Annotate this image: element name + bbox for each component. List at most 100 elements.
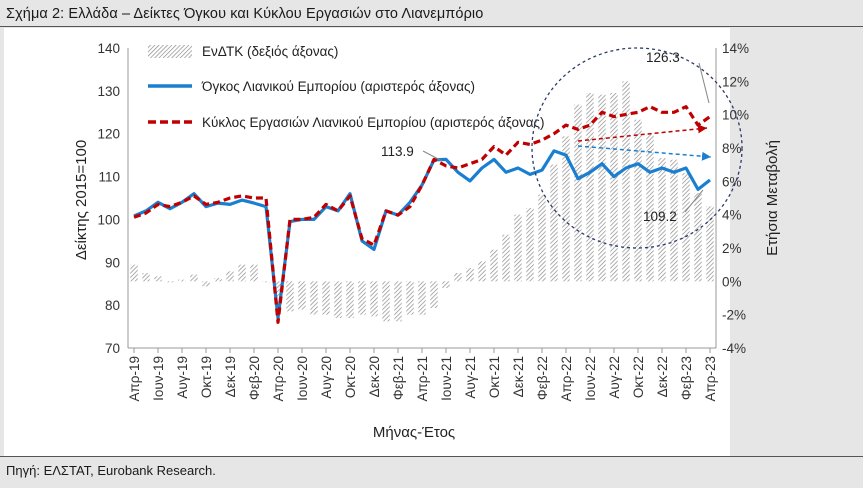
endtk-bar	[526, 208, 534, 282]
x-tick-label: Απρ-19	[127, 356, 142, 402]
legend-swatch-endtk	[148, 45, 192, 58]
endtk-bar	[142, 273, 150, 282]
x-tick-label: Οκτ-22	[631, 356, 646, 398]
endtk-bar	[262, 281, 270, 283]
legend-label-volume: Όγκος Λιανικού Εμπορίου (αριστερός άξονα…	[201, 79, 475, 94]
x-tick-label: Απρ-23	[703, 356, 718, 402]
left-tick-label: 110	[98, 170, 120, 185]
endtk-bar	[298, 281, 306, 310]
right-tick-label: -2%	[722, 308, 746, 323]
x-tick-label: Οκτ-21	[487, 356, 502, 398]
turnover-line	[133, 105, 711, 324]
right-tick-label: 14%	[722, 41, 749, 56]
annotation-109-2: 109.2	[643, 209, 677, 224]
endtk-bar	[658, 158, 666, 282]
x-tick-label: Αυγ-22	[607, 356, 622, 399]
bar-series-endtk	[130, 81, 714, 322]
endtk-bar	[394, 281, 402, 322]
x-tick-label: Οκτ-19	[199, 356, 214, 398]
x-tick-label: Ιουν-22	[583, 356, 598, 401]
endtk-bar	[646, 134, 654, 282]
x-tick-label: Ιουν-21	[439, 356, 454, 401]
endtk-bar	[490, 249, 498, 282]
endtk-bar	[358, 281, 366, 315]
x-tick-label: Φεβ-23	[679, 356, 694, 400]
endtk-bar	[238, 264, 246, 282]
endtk-bar	[682, 173, 690, 282]
endtk-bar	[286, 281, 294, 312]
endtk-bar	[418, 281, 426, 315]
bottom-divider	[0, 456, 863, 457]
right-tick-label: 8%	[722, 141, 742, 156]
left-tick-label: 90	[105, 255, 120, 270]
endtk-bar	[622, 81, 630, 282]
endtk-bar	[694, 193, 702, 282]
x-tick-label: Δεκ-20	[367, 356, 382, 397]
endtk-bar	[214, 278, 222, 282]
endtk-bar	[154, 276, 162, 282]
left-tick-label: 140	[97, 41, 120, 56]
endtk-bar	[670, 159, 678, 282]
endtk-bar	[334, 281, 342, 318]
left-tick-label: 80	[105, 298, 120, 313]
right-axis: -4% -2% 0% 2% 4% 6% 8% 10% 12% 14%	[715, 41, 749, 356]
endtk-bar	[370, 281, 378, 317]
left-axis: 70 80 90 100 110 120 130 140	[97, 41, 129, 356]
annotation-109-2-leader	[684, 189, 704, 213]
endtk-bar	[202, 281, 210, 287]
right-axis-title: Ετήσια Μεταβολή	[764, 140, 781, 256]
highlight-annotations: 113.9 126.3 109.2	[381, 47, 743, 249]
endtk-bar	[466, 268, 474, 282]
x-tick-label: Δεκ-22	[655, 356, 670, 397]
right-tick-label: 2%	[722, 241, 742, 256]
x-tick-label: Απρ-21	[415, 356, 430, 402]
volume-line	[133, 149, 711, 320]
source-note: Πηγή: ΕΛΣΤΑΤ, Eurobank Research.	[6, 463, 216, 478]
endtk-bar	[190, 274, 198, 282]
legend-label-turnover: Κύκλος Εργασιών Λιανικού Εμπορίου (αριστ…	[202, 115, 545, 130]
endtk-bar	[250, 264, 258, 282]
endtk-bar	[514, 214, 522, 282]
x-tick-label: Αυγ-21	[463, 356, 478, 399]
right-tick-label: -4%	[722, 341, 746, 356]
left-tick-label: 130	[97, 84, 120, 99]
endtk-bar	[610, 93, 618, 282]
endtk-bar	[322, 281, 330, 315]
x-tick-label: Φεβ-20	[247, 356, 262, 400]
highlight-ellipse	[531, 47, 743, 249]
endtk-bar	[310, 281, 318, 315]
endtk-bar	[502, 234, 510, 282]
endtk-bar	[550, 164, 558, 282]
annotation-126-3: 126.3	[646, 50, 680, 65]
endtk-bar	[562, 136, 570, 282]
x-tick-label: Οκτ-20	[343, 356, 358, 398]
endtk-bar	[166, 281, 174, 283]
x-tick-label: Ιουν-20	[295, 356, 310, 401]
endtk-bar	[598, 94, 606, 282]
x-tick-label: Απρ-20	[271, 356, 286, 402]
annotation-113-9: 113.9	[381, 144, 414, 159]
endtk-bar	[454, 273, 462, 282]
legend-label-endtk: ΕνΔΤΚ (δεξιός άξονας)	[202, 44, 338, 59]
right-tick-label: 12%	[722, 74, 749, 89]
endtk-bar	[706, 206, 714, 282]
right-tick-label: 6%	[722, 174, 742, 189]
x-tick-label: Φεβ-22	[535, 356, 550, 400]
left-tick-label: 120	[97, 127, 120, 142]
endtk-bar	[274, 281, 282, 298]
endtk-bar	[574, 104, 582, 282]
annotation-113-9-leader	[422, 150, 443, 162]
endtk-bar	[346, 281, 354, 318]
right-tick-label: 10%	[722, 108, 749, 123]
x-tick-label: Φεβ-21	[391, 356, 406, 400]
x-tick-label: Ιουν-19	[151, 356, 166, 401]
endtk-bar	[538, 194, 546, 282]
red-trend-arrow	[577, 124, 708, 142]
figure-title: Σχήμα 2: Ελλάδα – Δείκτες Όγκου και Κύκλ…	[6, 6, 484, 22]
line-series-group	[133, 105, 711, 324]
top-divider	[0, 26, 863, 27]
x-tick-label: Απρ-22	[559, 356, 574, 402]
left-axis-title: Δείκτης 2015=100	[73, 140, 90, 260]
right-tick-label: 4%	[722, 208, 742, 223]
left-tick-label: 70	[105, 341, 120, 356]
